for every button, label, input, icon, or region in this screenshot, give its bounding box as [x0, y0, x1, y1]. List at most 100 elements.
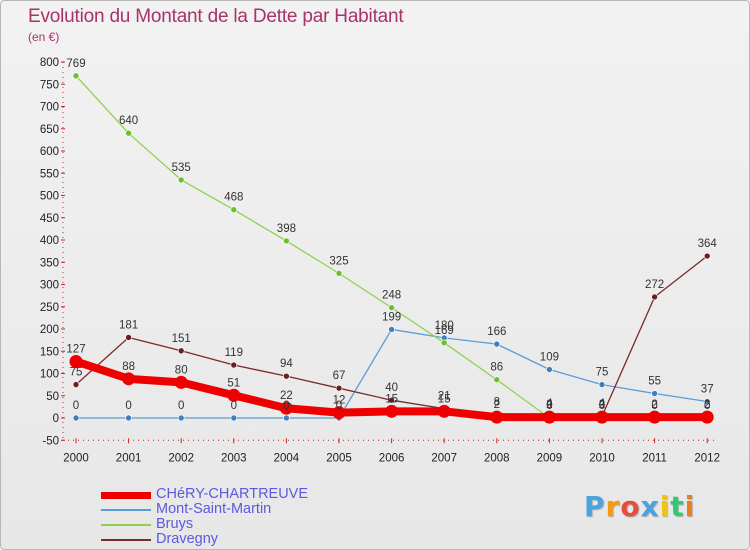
data-label: 0 [599, 400, 605, 412]
y-tick-label: 100 [40, 369, 59, 381]
data-label: 0 [336, 400, 342, 412]
data-label: 37 [701, 384, 714, 396]
legend-label: Bruys [156, 516, 194, 532]
data-label: 75 [70, 367, 83, 379]
data-point [177, 414, 185, 422]
x-tick-label: 2006 [379, 452, 405, 464]
data-label: 2 [546, 399, 552, 411]
chart-title: Evolution du Montant de la Dette par Hab… [28, 6, 404, 27]
data-label: 364 [698, 238, 718, 250]
data-point [437, 404, 451, 418]
y-tick-label: 650 [40, 124, 59, 136]
data-label: 2 [599, 399, 605, 411]
logo-letter: i [659, 490, 671, 523]
data-label: 40 [385, 382, 398, 394]
data-point [227, 388, 241, 402]
data-label: 180 [435, 320, 454, 332]
data-label: 67 [333, 370, 346, 382]
legend-swatch [101, 491, 151, 499]
x-tick-label: 2000 [63, 452, 89, 464]
x-tick-label: 2009 [537, 452, 563, 464]
series-layer [69, 72, 714, 424]
data-label: 15 [438, 393, 451, 405]
data-label: 640 [119, 115, 138, 127]
data-label: 8 [494, 396, 500, 408]
data-point [122, 372, 136, 386]
data-point [388, 396, 395, 404]
legend-item: Bruys [101, 516, 361, 533]
data-label: 15 [385, 393, 398, 405]
legend-item: CHéRY-CHARTREUVE [101, 486, 361, 503]
data-label: 2 [651, 399, 657, 411]
y-tick-label: 0 [53, 413, 59, 425]
data-point [335, 270, 343, 277]
y-tick-label: 300 [40, 280, 59, 292]
data-label: 199 [382, 311, 401, 323]
x-tick-label: 2004 [274, 452, 300, 464]
data-label: 0 [651, 400, 657, 412]
data-label: 22 [280, 390, 293, 402]
x-tick-label: 2011 [642, 452, 667, 464]
data-label: 2 [494, 399, 500, 411]
legend-swatch [101, 509, 151, 511]
data-point [72, 72, 80, 80]
data-label: 12 [333, 395, 346, 407]
data-point [174, 375, 188, 389]
x-tick-label: 2001 [116, 452, 142, 464]
logo-letter: o [620, 490, 641, 523]
data-point [230, 361, 238, 369]
axes: -500501001502002503003504004505005506006… [40, 57, 720, 464]
data-point [72, 381, 80, 388]
data-label: 769 [66, 58, 85, 70]
data-point [177, 347, 185, 355]
data-point [388, 326, 395, 333]
data-point [125, 414, 132, 422]
data-label: 94 [280, 358, 293, 370]
y-tick-label: 150 [40, 346, 59, 358]
data-label: 151 [172, 333, 191, 345]
data-label: 181 [119, 319, 138, 331]
data-label: 0 [283, 400, 289, 412]
y-tick-label: 350 [40, 257, 59, 269]
data-label: 51 [227, 377, 240, 389]
data-point [332, 406, 346, 420]
y-tick-label: 50 [46, 391, 59, 403]
data-labels-layer: 0 0 0 0 0 0 199 180 166 109 75 55 37 769 640 535 468 398 3… [66, 58, 717, 412]
data-label: 86 [490, 362, 503, 374]
x-tick-label: 2012 [694, 452, 720, 464]
data-point [72, 414, 80, 422]
legend-label: Dravegny [156, 531, 219, 547]
x-tick-label: 2003 [221, 452, 247, 464]
data-label: 0 [178, 400, 184, 412]
data-point [542, 410, 556, 424]
data-label: 272 [645, 279, 664, 291]
data-label: 535 [172, 162, 191, 174]
data-label: 468 [224, 192, 243, 204]
legend-label: Mont-Saint-Martin [156, 501, 272, 517]
legend-item: Dravegny [101, 531, 361, 548]
x-tick-label: 2002 [168, 452, 194, 464]
data-point [177, 176, 185, 184]
data-point [230, 414, 238, 422]
data-point [493, 376, 501, 384]
data-point [440, 339, 448, 347]
data-point [69, 354, 83, 368]
y-tick-label: 250 [40, 302, 59, 314]
data-point [648, 410, 662, 424]
data-point [703, 252, 711, 260]
data-label: 0 [125, 400, 131, 412]
data-point [230, 206, 238, 214]
logo-letter: t [670, 490, 685, 523]
data-point [125, 334, 132, 341]
proxiti-logo: Proxiti [584, 490, 695, 523]
y-tick-label: 750 [40, 79, 59, 91]
data-label: 2 [704, 399, 710, 411]
data-point [279, 401, 293, 415]
y-tick-label: 700 [40, 102, 59, 114]
data-label: 166 [487, 326, 506, 338]
data-point [283, 237, 290, 245]
legend-label: CHéRY-CHARTREUVE [156, 486, 309, 502]
data-label: 0 [704, 400, 710, 412]
series-line [75, 75, 708, 419]
data-label: 88 [122, 361, 135, 373]
